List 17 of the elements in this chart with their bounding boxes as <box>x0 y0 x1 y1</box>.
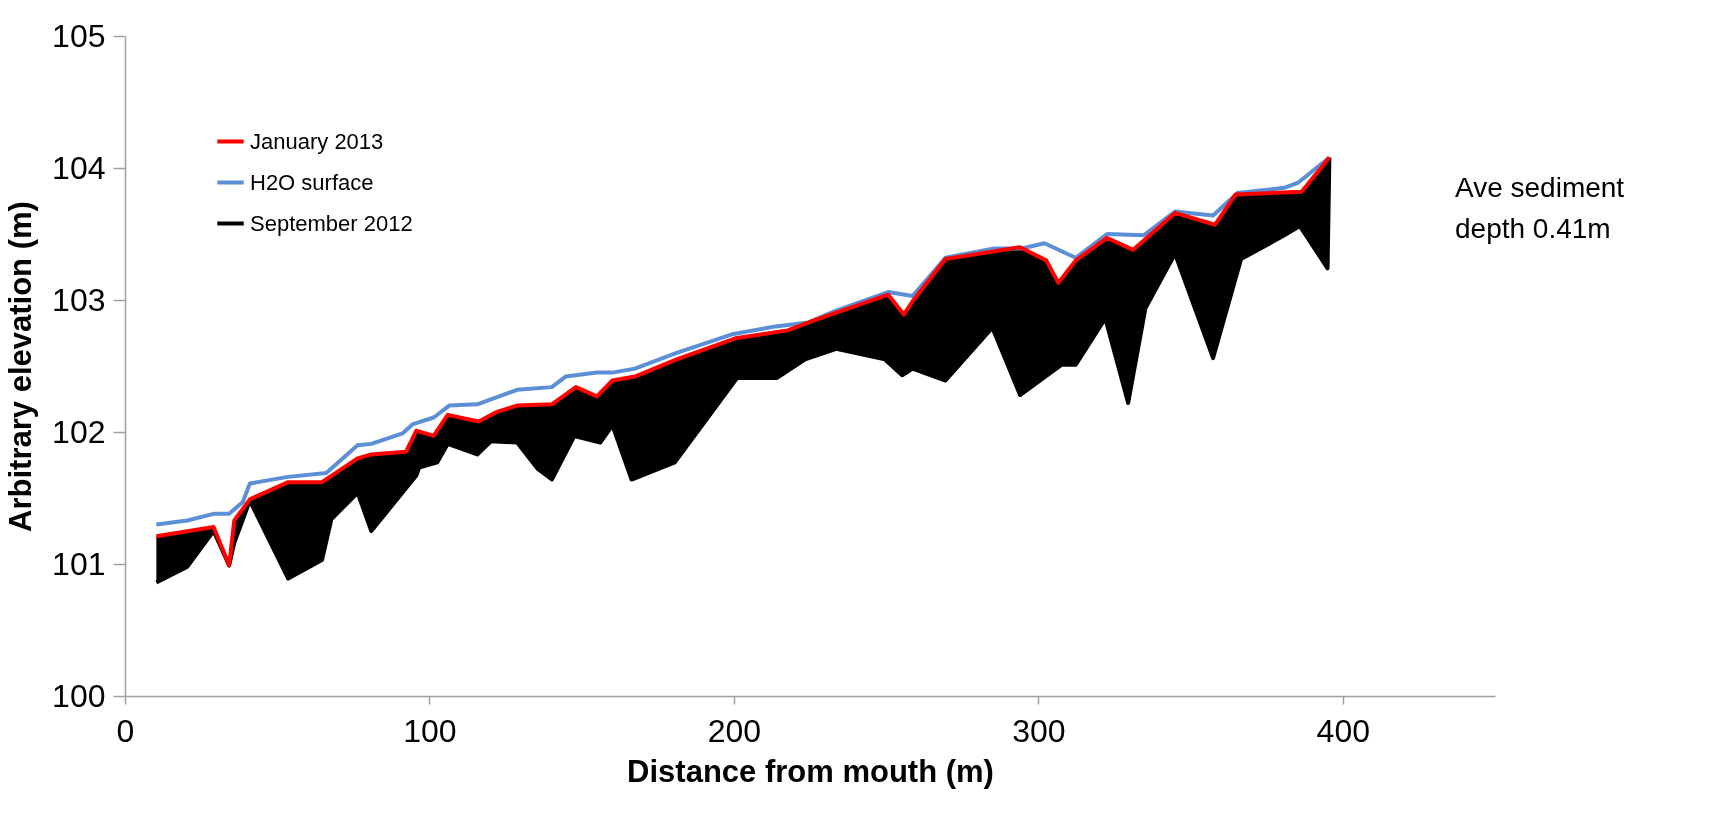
x-tick-label: 400 <box>1316 712 1370 749</box>
y-tick-label: 102 <box>52 413 106 450</box>
legend-label: September 2012 <box>250 210 413 236</box>
x-tick-label: 200 <box>707 712 762 749</box>
annotation: Ave sediment depth 0.41m <box>1455 172 1625 244</box>
y-tick-label: 105 <box>52 17 106 54</box>
y-tick-label: 103 <box>52 281 106 318</box>
y-axis-title: Arbitrary elevation (m) <box>3 201 39 532</box>
x-axis-title: Distance from mouth (m) <box>627 753 994 789</box>
y-tick-label: 100 <box>52 677 106 714</box>
x-tick-label: 300 <box>1012 712 1066 749</box>
x-tick-label: 0 <box>116 712 135 749</box>
y-tick-label: 101 <box>52 545 106 582</box>
y-tick-label: 104 <box>52 149 106 186</box>
legend-label: H2O surface <box>250 169 374 195</box>
x-tick-label: 100 <box>403 712 457 749</box>
legend-label: January 2013 <box>250 128 384 154</box>
